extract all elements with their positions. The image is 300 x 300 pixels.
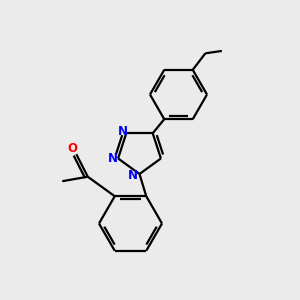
Text: N: N — [128, 169, 138, 182]
Text: O: O — [68, 142, 77, 155]
Text: N: N — [108, 152, 118, 165]
Text: N: N — [118, 125, 128, 138]
